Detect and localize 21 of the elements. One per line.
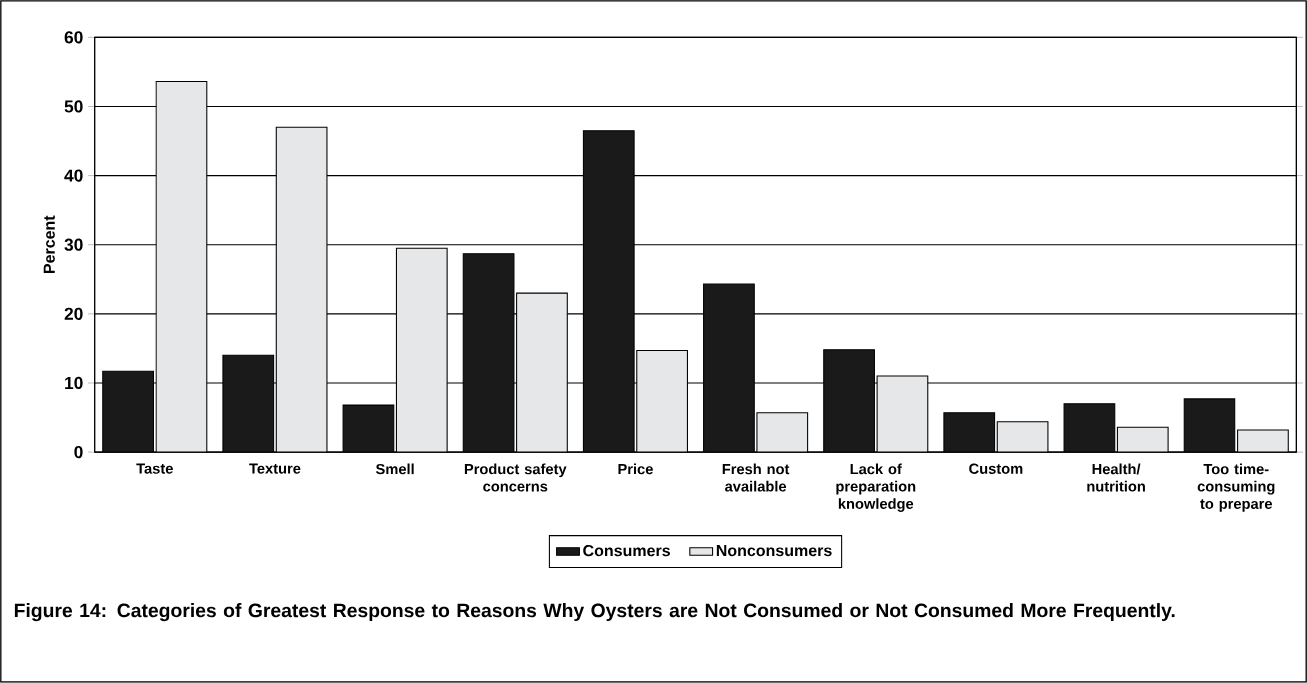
x-tick-label: Custom (969, 463, 1023, 474)
x-tick-label: Smell (375, 463, 414, 475)
y-axis-title: Percent (43, 215, 55, 274)
x-tick-label: Texture (249, 463, 301, 474)
x-tick-label: Lack of preparation knowledge (836, 463, 916, 512)
y-tick-label: 30 (64, 238, 83, 251)
caption: Figure 14: Categories of Greatest Response to Reasons Why Oysters are Not Consumed or Not Consumed More Frequently. (14, 603, 1175, 622)
y-tick-label: 10 (65, 376, 83, 390)
y-tick-label: 50 (64, 100, 83, 113)
x-tick-label: Health/ nutrition (1087, 463, 1145, 492)
x-tick-label: Fresh not available (722, 463, 790, 492)
x-tick-label: Price (618, 463, 653, 475)
x-tick-label: Too time-consuming to prepare (1197, 463, 1275, 512)
x-tick-label: Taste (136, 463, 173, 474)
y-tick-label: 60 (64, 31, 83, 44)
legend-label: Consumers (583, 545, 670, 557)
y-tick-label: 20 (64, 307, 83, 321)
x-tick-label: Product safety concerns (464, 463, 567, 492)
legend-label: Nonconsumers (716, 545, 832, 557)
y-tick-label: 40 (64, 169, 83, 182)
y-tick-label: 0 (74, 446, 83, 459)
